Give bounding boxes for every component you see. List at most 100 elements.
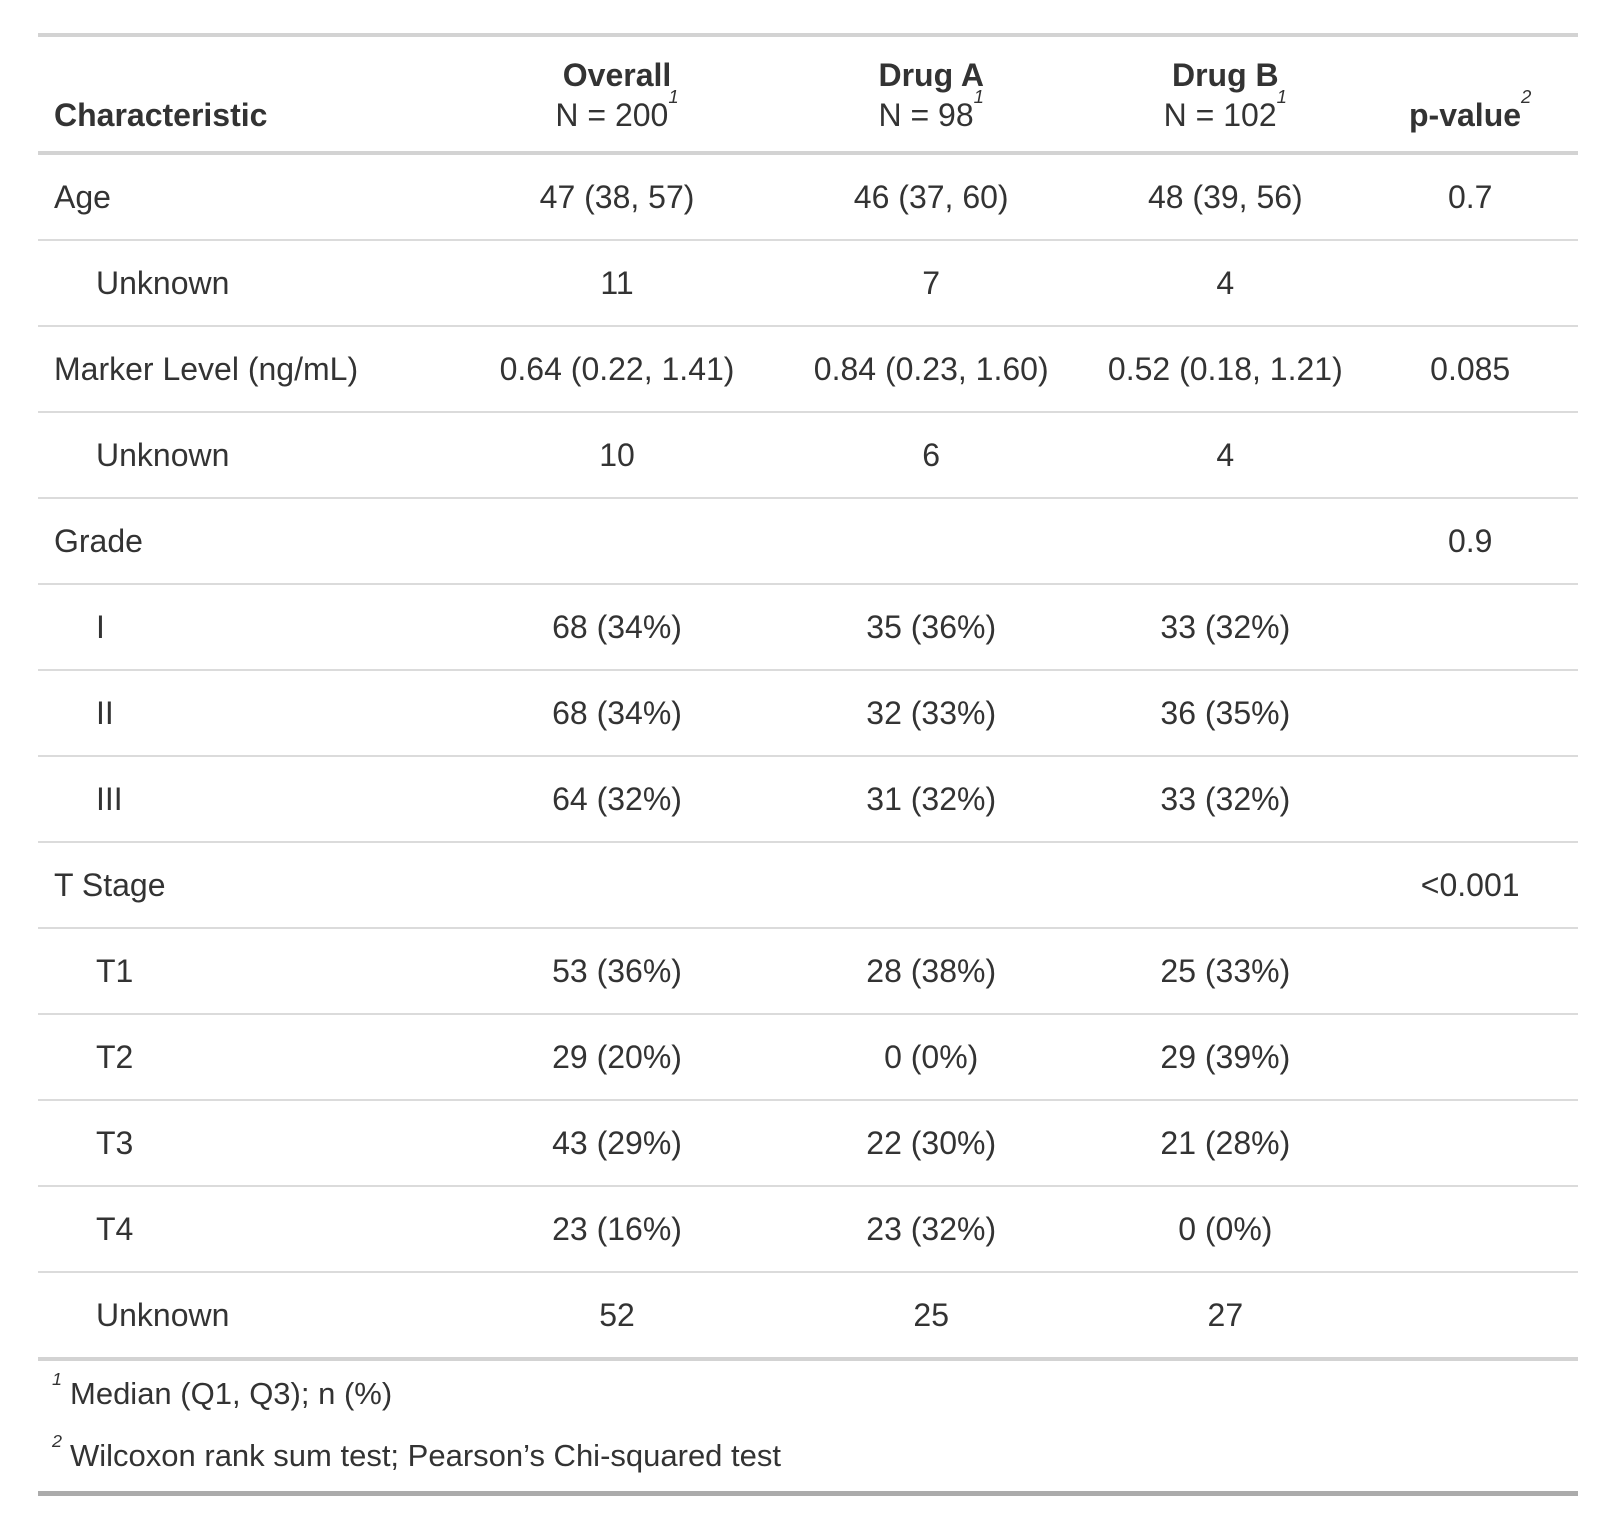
overall-n: N = 2001 — [555, 85, 679, 133]
cell-p-value — [1362, 583, 1578, 670]
table-footnotes: 1 Median (Q1, Q3); n (%) 2 Wilcoxon rank s… — [38, 1359, 1578, 1496]
cell-drug-b: 33 (32%) — [1088, 755, 1363, 842]
row-label: III — [38, 755, 460, 842]
cell-p-value — [1362, 1185, 1578, 1272]
cell-overall: 0.64 (0.22, 1.41) — [459, 325, 775, 412]
cell-overall: 68 (34%) — [459, 669, 775, 756]
row-label: Unknown — [38, 239, 460, 326]
cell-p-value: 0.7 — [1447, 179, 1493, 215]
footnote-mark: 1 — [52, 1368, 62, 1389]
table-row: Age 47 (38, 57) 46 (37, 60) 48 (39, 56) … — [38, 153, 1578, 240]
table-row: T1 53 (36%) 28 (38%) 25 (33%) — [38, 927, 1578, 1014]
footnote-text: Median (Q1, Q3); n (%) — [70, 1376, 393, 1411]
column-header-characteristic: Characteristic — [38, 33, 460, 155]
cell-drug-a: 32 (33%) — [774, 669, 1089, 756]
row-label: Unknown — [38, 1271, 460, 1361]
cell-drug-b: 27 — [1088, 1271, 1363, 1361]
cell-p-value — [1362, 1013, 1578, 1100]
cell-drug-b: 33 (32%) — [1088, 583, 1363, 670]
footnote-mark: 2 — [52, 1430, 62, 1451]
table-row: III 64 (32%) 31 (32%) 33 (32%) — [38, 755, 1578, 842]
column-header-drug-b: Drug B N = 1021 — [1088, 33, 1363, 155]
cell-overall: 10 — [459, 411, 775, 498]
cell-p-value: 0.9 — [1362, 497, 1578, 584]
characteristic-label: Characteristic — [54, 97, 268, 133]
table-row: T4 23 (16%) 23 (32%) 0 (0%) — [38, 1185, 1578, 1272]
footnote-mark: 1 — [668, 85, 679, 107]
row-label: Unknown — [38, 411, 460, 498]
overall-label: Overall — [562, 57, 672, 93]
column-header-drug-a: Drug A N = 981 — [774, 33, 1089, 155]
drug-b-label: Drug B — [1171, 57, 1279, 93]
cell-overall: 43 (29%) — [459, 1099, 775, 1186]
row-label: T2 — [38, 1013, 460, 1100]
table-row: T Stage <0.001 — [38, 841, 1578, 928]
table-row: II 68 (34%) 32 (33%) 36 (35%) — [38, 669, 1578, 756]
table-row: Unknown 10 6 4 — [38, 411, 1578, 498]
cell-p-value — [1362, 669, 1578, 756]
cell-drug-a: 31 (32%) — [774, 755, 1089, 842]
p-value-label: p-value — [1409, 97, 1522, 133]
cell-drug-a: 46 (37, 60) — [853, 179, 1009, 215]
cell-p-value — [1362, 411, 1578, 498]
row-label: Marker Level (ng/mL) — [38, 325, 460, 412]
cell-drug-a — [774, 841, 1089, 928]
cell-drug-a: 28 (38%) — [774, 927, 1089, 1014]
cell-overall: 23 (16%) — [459, 1185, 775, 1272]
cell-drug-b — [1088, 841, 1363, 928]
summary-table: Characteristic Overall N = 2001 Drug A N… — [38, 33, 1578, 1496]
header-row: Characteristic Overall N = 2001 Drug A N… — [38, 33, 1578, 155]
cell-drug-b: 0.52 (0.18, 1.21) — [1088, 325, 1363, 412]
cell-drug-b: 36 (35%) — [1088, 669, 1363, 756]
cell-drug-a: 6 — [774, 411, 1089, 498]
drug-b-n: N = 1021 — [1163, 85, 1287, 133]
row-label: T1 — [38, 927, 460, 1014]
footnote-mark: 1 — [1276, 85, 1287, 107]
table-row: T2 29 (20%) 0 (0%) 29 (39%) — [38, 1013, 1578, 1100]
table-header: Characteristic Overall N = 2001 Drug A N… — [38, 33, 1578, 155]
table-row: I 68 (34%) 35 (36%) 33 (32%) — [38, 583, 1578, 670]
column-header-overall: Overall N = 2001 — [459, 33, 775, 155]
cell-overall: 47 (38, 57) — [539, 179, 695, 215]
cell-overall: 11 — [459, 239, 775, 326]
table-row: Unknown 11 7 4 — [38, 239, 1578, 326]
row-label: Age — [54, 179, 111, 215]
table-row: T3 43 (29%) 22 (30%) 21 (28%) — [38, 1099, 1578, 1186]
cell-drug-b: 4 — [1088, 411, 1363, 498]
footnote-row: 1 Median (Q1, Q3); n (%) — [38, 1359, 1578, 1423]
footnote-mark: 2 — [1521, 85, 1532, 107]
cell-p-value: 0.085 — [1362, 325, 1578, 412]
drug-a-label: Drug A — [878, 57, 984, 93]
cell-drug-a: 0 (0%) — [774, 1013, 1089, 1100]
cell-overall: 64 (32%) — [459, 755, 775, 842]
cell-drug-b: 48 (39, 56) — [1147, 179, 1303, 215]
column-header-p-value: p-value2 — [1362, 33, 1578, 155]
drug-a-n: N = 981 — [878, 85, 984, 133]
table-body: Age 47 (38, 57) 46 (37, 60) 48 (39, 56) … — [38, 153, 1578, 1361]
cell-overall: 52 — [459, 1271, 775, 1361]
cell-drug-a: 0.84 (0.23, 1.60) — [774, 325, 1089, 412]
cell-drug-b: 29 (39%) — [1088, 1013, 1363, 1100]
footnote-2: 2 Wilcoxon rank sum test; Pearson’s Chi-s… — [38, 1423, 1578, 1496]
row-label: I — [38, 583, 460, 670]
cell-drug-b: 25 (33%) — [1088, 927, 1363, 1014]
cell-overall — [459, 841, 775, 928]
cell-drug-a: 35 (36%) — [774, 583, 1089, 670]
row-label: T4 — [38, 1185, 460, 1272]
cell-drug-b: 21 (28%) — [1088, 1099, 1363, 1186]
footnote-text: Wilcoxon rank sum test; Pearson’s Chi-sq… — [70, 1438, 782, 1473]
cell-p-value — [1362, 1271, 1578, 1361]
cell-p-value — [1362, 755, 1578, 842]
footnote-row: 2 Wilcoxon rank sum test; Pearson’s Chi-s… — [38, 1423, 1578, 1496]
table-row: Unknown 52 25 27 — [38, 1271, 1578, 1361]
cell-overall — [459, 497, 775, 584]
cell-overall: 53 (36%) — [459, 927, 775, 1014]
cell-p-value: <0.001 — [1362, 841, 1578, 928]
cell-drug-b — [1088, 497, 1363, 584]
footnote-1: 1 Median (Q1, Q3); n (%) — [38, 1359, 1578, 1423]
table-row: Marker Level (ng/mL) 0.64 (0.22, 1.41) 0… — [38, 325, 1578, 412]
cell-drug-a — [774, 497, 1089, 584]
cell-drug-a: 22 (30%) — [774, 1099, 1089, 1186]
cell-p-value — [1362, 1099, 1578, 1186]
